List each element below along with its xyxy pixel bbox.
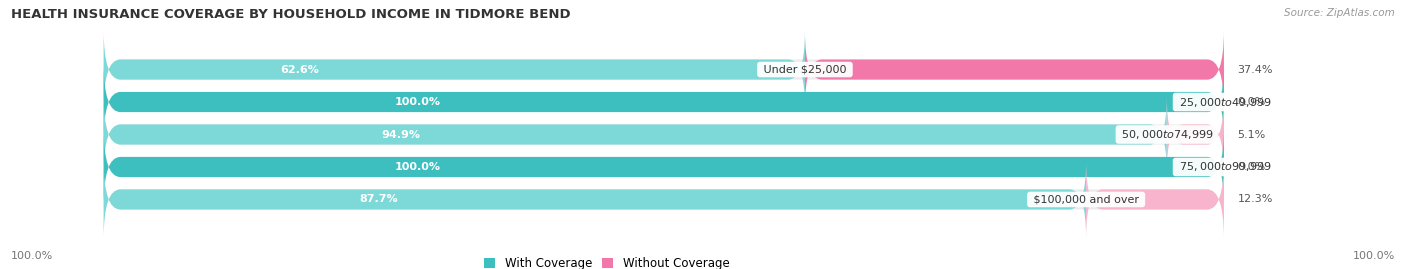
FancyBboxPatch shape [104,96,1167,173]
Text: 94.9%: 94.9% [382,129,420,140]
Text: 100.0%: 100.0% [11,251,53,261]
Text: 12.3%: 12.3% [1237,194,1272,204]
Text: Source: ZipAtlas.com: Source: ZipAtlas.com [1284,8,1395,18]
Text: 5.1%: 5.1% [1237,129,1265,140]
FancyBboxPatch shape [104,31,1223,108]
FancyBboxPatch shape [104,96,1223,173]
Text: 37.4%: 37.4% [1237,65,1272,75]
Text: Under $25,000: Under $25,000 [759,65,851,75]
FancyBboxPatch shape [104,31,806,108]
FancyBboxPatch shape [104,63,1223,141]
Text: $25,000 to $49,999: $25,000 to $49,999 [1175,95,1272,108]
Text: HEALTH INSURANCE COVERAGE BY HOUSEHOLD INCOME IN TIDMORE BEND: HEALTH INSURANCE COVERAGE BY HOUSEHOLD I… [11,8,571,21]
FancyBboxPatch shape [1167,96,1223,173]
FancyBboxPatch shape [104,161,1223,238]
Text: $100,000 and over: $100,000 and over [1029,194,1142,204]
FancyBboxPatch shape [806,31,1223,108]
Text: $75,000 to $99,999: $75,000 to $99,999 [1175,161,1272,174]
FancyBboxPatch shape [1085,161,1223,238]
Legend: With Coverage, Without Coverage: With Coverage, Without Coverage [484,257,730,269]
Text: $50,000 to $74,999: $50,000 to $74,999 [1118,128,1215,141]
Text: 100.0%: 100.0% [1353,251,1395,261]
Text: 0.0%: 0.0% [1237,162,1265,172]
FancyBboxPatch shape [104,161,1085,238]
FancyBboxPatch shape [104,128,1223,206]
FancyBboxPatch shape [104,128,1223,206]
Text: 87.7%: 87.7% [360,194,398,204]
Text: 62.6%: 62.6% [281,65,319,75]
Text: 0.0%: 0.0% [1237,97,1265,107]
FancyBboxPatch shape [104,63,1223,141]
Text: 100.0%: 100.0% [394,97,440,107]
Text: 100.0%: 100.0% [394,162,440,172]
